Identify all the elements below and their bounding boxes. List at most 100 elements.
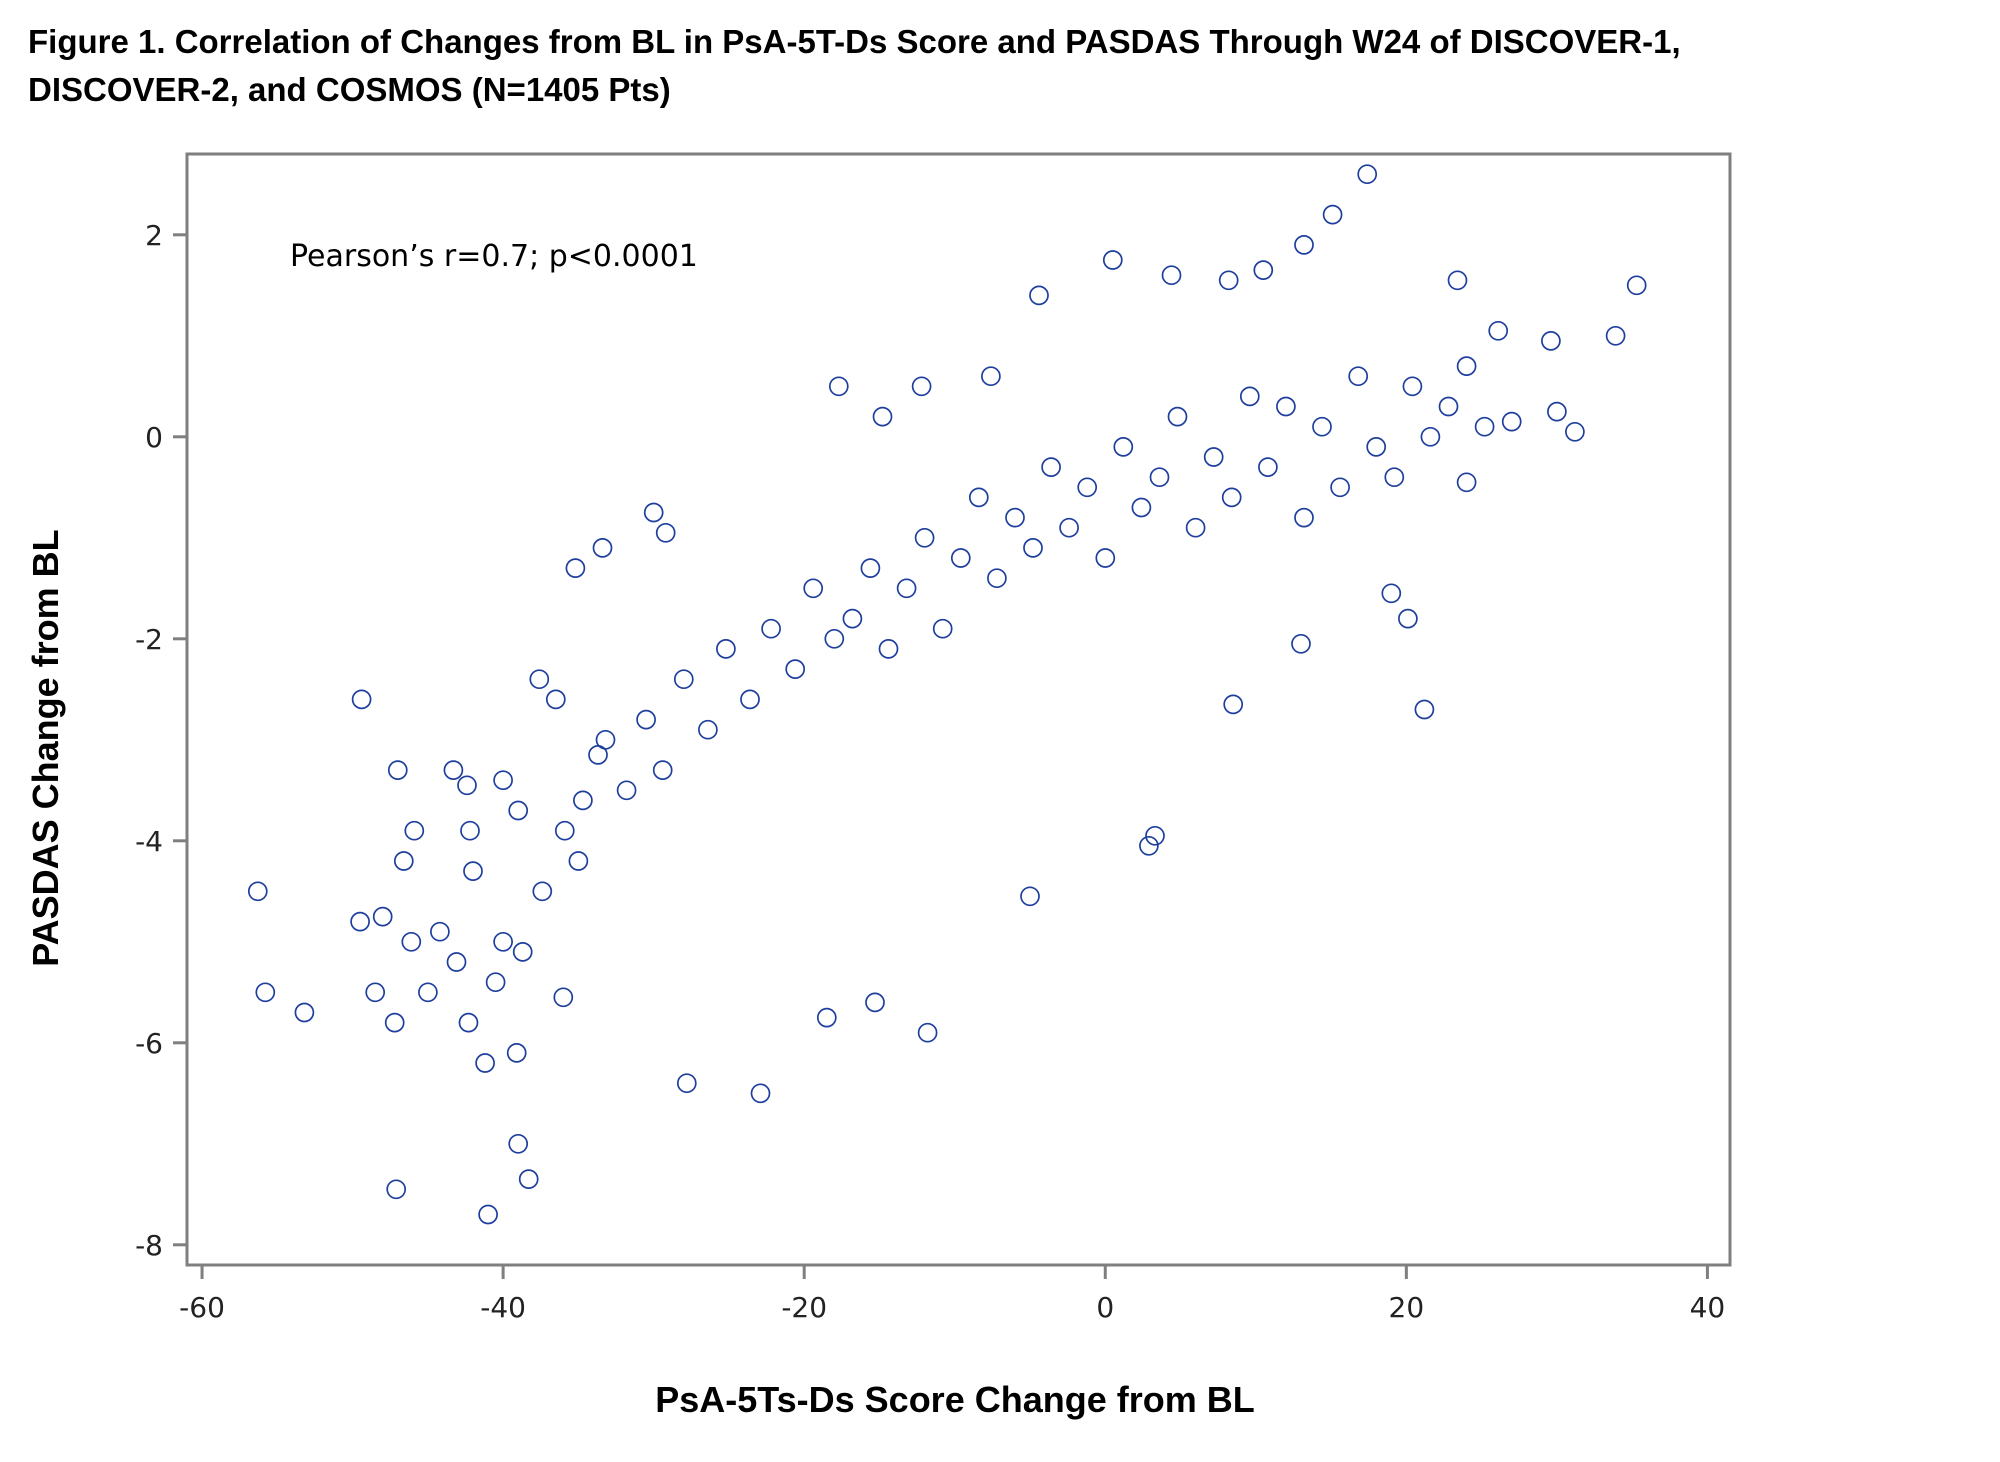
- data-point: [828, 376, 849, 397]
- data-point: [294, 1002, 315, 1023]
- data-point: [1239, 386, 1260, 407]
- data-point: [878, 639, 899, 659]
- data-point: [1348, 366, 1369, 387]
- data-point: [1113, 437, 1134, 457]
- data-point: [457, 775, 477, 796]
- data-point: [393, 851, 414, 871]
- data-point: [255, 982, 276, 1003]
- data-point: [1541, 331, 1561, 351]
- data-point: [1381, 583, 1402, 604]
- data-point: [716, 639, 736, 659]
- data-point: [1312, 416, 1332, 437]
- data-point: [914, 527, 935, 548]
- data-point: [1565, 421, 1585, 442]
- data-point: [418, 982, 438, 1003]
- data-point: [1294, 235, 1314, 255]
- x-axis: -60 -40 -20 0 20 40: [179, 1265, 1725, 1324]
- data-point: [616, 780, 637, 801]
- data-point: [1398, 608, 1418, 629]
- data-point: [1547, 401, 1567, 422]
- data-point: [568, 851, 589, 871]
- data-point: [365, 982, 386, 1003]
- data-point: [1322, 204, 1343, 225]
- data-point: [1221, 487, 1242, 508]
- data-point: [372, 906, 393, 927]
- data-point: [950, 548, 971, 568]
- data-point: [1474, 416, 1495, 437]
- data-point: [1605, 325, 1626, 346]
- data-point: [478, 1204, 498, 1225]
- x-tick-label: -60: [179, 1291, 225, 1324]
- data-point: [554, 820, 575, 841]
- data-point: [1384, 467, 1405, 488]
- data-point: [803, 578, 824, 599]
- data-point: [384, 1012, 405, 1033]
- data-point: [761, 618, 781, 639]
- data-point: [1258, 457, 1278, 477]
- plot-area-frame: [185, 152, 1732, 1267]
- x-tick-label: -20: [781, 1291, 827, 1324]
- data-point: [842, 608, 863, 629]
- data-point: [872, 406, 893, 427]
- data-point: [1456, 356, 1477, 376]
- x-axis-label: PsA-5Ts-Ds Score Change from BL: [655, 1379, 1254, 1420]
- y-tick-label: -6: [135, 1027, 163, 1060]
- data-point: [987, 568, 1007, 589]
- data-point: [1102, 250, 1123, 270]
- data-point: [1161, 265, 1182, 286]
- chart-title-line-2: DISCOVER-2, and COSMOS (N=1405 Pts): [28, 71, 671, 108]
- data-point: [387, 760, 408, 780]
- data-point: [865, 992, 885, 1013]
- data-point: [655, 522, 676, 543]
- data-point: [493, 770, 513, 791]
- data-point: [911, 376, 932, 397]
- data-point: [750, 1083, 771, 1104]
- data-point: [1357, 164, 1378, 185]
- data-point: [643, 502, 664, 523]
- x-tick-label: 0: [1096, 1291, 1114, 1324]
- data-point: [1276, 396, 1296, 417]
- y-tick-label: -4: [135, 825, 163, 858]
- y-tick-label: -8: [135, 1229, 163, 1262]
- data-point: [508, 1133, 529, 1154]
- data-point: [917, 1022, 938, 1043]
- chart-title-line-1: Figure 1. Correlation of Changes from BL…: [28, 23, 1681, 60]
- y-tick-label: 0: [145, 421, 163, 454]
- y-axis: -8 -6 -4 -2 0 2: [135, 219, 187, 1262]
- data-point: [652, 760, 673, 780]
- data-point: [860, 558, 881, 578]
- data-point: [816, 1007, 837, 1028]
- data-point: [460, 820, 480, 841]
- data-point: [1218, 270, 1239, 291]
- data-point: [485, 972, 506, 993]
- data-point: [463, 861, 483, 881]
- data-point: [565, 558, 586, 578]
- data-point: [351, 689, 372, 710]
- data-point: [446, 952, 467, 972]
- data-point: [401, 931, 422, 952]
- data-point: [1294, 507, 1314, 528]
- x-tick-label: 20: [1389, 1291, 1425, 1324]
- y-tick-label: 2: [145, 219, 163, 252]
- data-point: [430, 921, 450, 942]
- data-point: [512, 942, 533, 962]
- data-point: [1438, 396, 1459, 417]
- data-point: [1029, 285, 1049, 306]
- data-point: [573, 790, 593, 811]
- data-point: [506, 1043, 527, 1063]
- data-point: [592, 538, 613, 558]
- data-point: [1149, 467, 1170, 488]
- data-point: [1077, 477, 1098, 498]
- data-point: [1059, 517, 1079, 538]
- data-point: [404, 820, 425, 841]
- data-point: [1366, 437, 1387, 457]
- data-point: [545, 689, 566, 710]
- data-point: [673, 669, 694, 690]
- data-point: [785, 659, 806, 679]
- data-points: [247, 164, 1647, 1225]
- data-point: [508, 800, 529, 821]
- data-point: [1041, 457, 1061, 477]
- chart-title: Figure 1. Correlation of Changes from BL…: [28, 18, 1928, 114]
- data-point: [1139, 835, 1159, 856]
